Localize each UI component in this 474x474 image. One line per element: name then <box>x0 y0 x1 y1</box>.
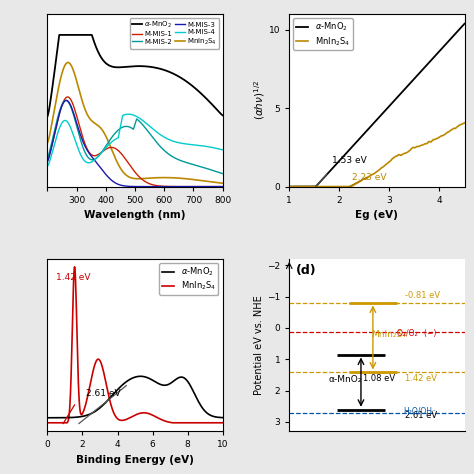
Text: 1.53 eV: 1.53 eV <box>332 156 366 165</box>
X-axis label: Binding Energy (eV): Binding Energy (eV) <box>76 455 194 465</box>
Legend: $\alpha$-MnO$_2$, MnIn$_2$S$_4$: $\alpha$-MnO$_2$, MnIn$_2$S$_4$ <box>293 18 353 50</box>
Text: O₂/O₂⁻ (−): O₂/O₂⁻ (−) <box>397 329 437 338</box>
Y-axis label: $(\alpha h\nu)^{1/2}$: $(\alpha h\nu)^{1/2}$ <box>253 81 267 120</box>
Text: (b): (b) <box>296 19 317 32</box>
Text: 1.42 eV: 1.42 eV <box>405 374 437 383</box>
Y-axis label: Potential eV vs. NHE: Potential eV vs. NHE <box>254 295 264 395</box>
Legend: $\alpha$-MnO$_2$, M-MIS-1, M-MIS-2, M-MIS-3, M-MIS-4, MnIn$_2$S$_4$: $\alpha$-MnO$_2$, M-MIS-1, M-MIS-2, M-MI… <box>130 18 219 49</box>
Text: (d): (d) <box>296 264 317 277</box>
Text: MnIn₂S₄: MnIn₂S₄ <box>372 330 406 339</box>
Text: 2.23 eV: 2.23 eV <box>352 173 386 182</box>
Text: 1.08 eV: 1.08 eV <box>363 374 395 383</box>
Text: -0.81 eV: -0.81 eV <box>405 291 440 300</box>
Text: α-MnO₂: α-MnO₂ <box>328 375 362 384</box>
Text: H₂O/OH⁻: H₂O/OH⁻ <box>404 407 437 416</box>
Legend: $\alpha$-MnO$_2$, MnIn$_2$S$_4$: $\alpha$-MnO$_2$, MnIn$_2$S$_4$ <box>159 263 219 295</box>
Text: 2.61 eV: 2.61 eV <box>86 389 120 398</box>
Text: 2.61 eV: 2.61 eV <box>405 411 437 420</box>
X-axis label: Eg (eV): Eg (eV) <box>356 210 398 220</box>
Text: 1.42 eV: 1.42 eV <box>56 273 91 283</box>
X-axis label: Wavelength (nm): Wavelength (nm) <box>84 210 186 220</box>
